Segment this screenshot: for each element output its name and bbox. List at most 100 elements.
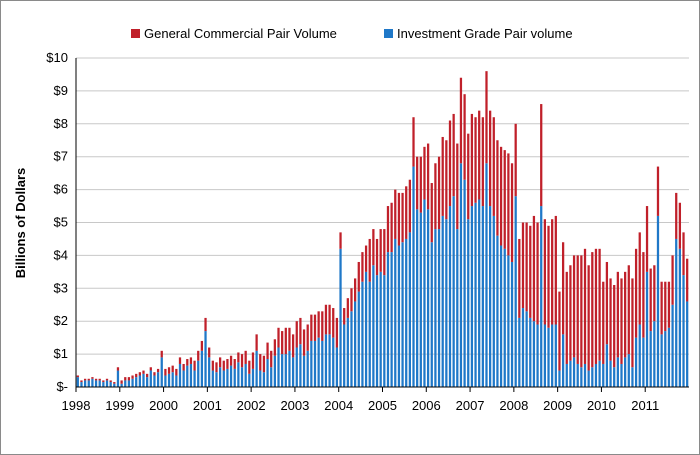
bar-general-commercial	[551, 219, 554, 325]
bar-investment-grade	[529, 317, 532, 387]
bar-investment-grade	[412, 166, 415, 387]
bar-investment-grade	[540, 206, 543, 387]
bar-investment-grade	[602, 363, 605, 387]
bar-general-commercial	[540, 104, 543, 207]
bar-series	[76, 71, 689, 387]
bar-general-commercial	[386, 206, 390, 253]
legend-swatch-general-commercial	[131, 29, 140, 38]
bar-general-commercial	[423, 146, 426, 200]
bar-investment-grade	[332, 337, 335, 387]
bar-general-commercial	[299, 317, 302, 345]
bar-investment-grade	[102, 382, 105, 387]
bar-general-commercial	[270, 350, 273, 368]
bar-investment-grade	[229, 365, 233, 387]
bar-investment-grade	[521, 308, 525, 387]
bar-general-commercial	[649, 268, 652, 332]
y-tick-label: $1	[54, 346, 68, 361]
bar-general-commercial	[576, 255, 579, 364]
bar-investment-grade	[171, 372, 174, 387]
bar-investment-grade	[178, 363, 182, 387]
bar-general-commercial	[609, 278, 612, 361]
bar-investment-grade	[467, 219, 470, 387]
bar-investment-grade	[335, 347, 339, 387]
bar-investment-grade	[379, 271, 382, 387]
y-axis-title: Billions of Dollars	[13, 168, 28, 279]
bar-investment-grade	[164, 375, 167, 387]
bar-general-commercial	[146, 373, 149, 378]
bar-general-commercial	[156, 368, 160, 373]
bar-investment-grade	[324, 334, 328, 387]
bar-general-commercial	[529, 225, 532, 318]
bar-general-commercial	[463, 94, 466, 180]
bar-investment-grade	[368, 281, 371, 387]
bar-general-commercial	[416, 156, 419, 210]
bar-investment-grade	[682, 275, 685, 387]
bar-investment-grade	[211, 370, 214, 387]
bar-investment-grade	[474, 202, 477, 387]
bar-investment-grade	[631, 367, 634, 387]
bar-general-commercial	[426, 143, 430, 210]
bar-investment-grade	[532, 321, 536, 387]
bar-general-commercial	[686, 258, 689, 302]
bar-general-commercial	[642, 252, 645, 338]
bar-general-commercial	[102, 380, 105, 383]
bar-general-commercial	[76, 375, 79, 378]
bar-investment-grade	[551, 324, 554, 387]
bar-general-commercial	[277, 327, 280, 348]
bar-investment-grade	[492, 215, 495, 387]
bar-investment-grade	[87, 380, 90, 387]
bar-general-commercial	[470, 113, 474, 207]
bar-investment-grade	[284, 354, 287, 387]
bar-investment-grade	[98, 380, 101, 387]
bar-general-commercial	[598, 248, 601, 361]
x-tick-label: 2001	[193, 398, 222, 413]
bar-investment-grade	[208, 357, 211, 387]
bar-investment-grade	[215, 372, 218, 387]
bar-general-commercial	[507, 153, 510, 256]
bar-investment-grade	[642, 337, 645, 387]
bar-investment-grade	[634, 337, 638, 387]
bar-investment-grade	[547, 327, 550, 387]
bar-investment-grade	[448, 206, 452, 387]
bar-investment-grade	[354, 301, 357, 387]
bar-general-commercial	[251, 352, 255, 369]
bar-investment-grade	[127, 380, 131, 387]
bar-investment-grade	[558, 370, 561, 387]
bar-general-commercial	[197, 350, 200, 361]
bar-general-commercial	[503, 150, 506, 249]
bar-general-commercial	[284, 327, 287, 355]
bar-investment-grade	[149, 370, 152, 387]
bar-investment-grade	[153, 375, 156, 387]
bar-investment-grade	[616, 357, 619, 387]
bar-general-commercial	[536, 222, 539, 325]
bar-general-commercial	[160, 350, 163, 358]
bar-general-commercial	[317, 311, 320, 338]
bar-general-commercial	[83, 378, 87, 381]
bar-general-commercial	[361, 252, 364, 282]
bar-general-commercial	[324, 304, 328, 335]
bar-general-commercial	[295, 321, 298, 348]
bar-general-commercial	[124, 377, 127, 381]
bar-investment-grade	[357, 291, 360, 387]
bar-general-commercial	[430, 183, 433, 243]
bar-general-commercial	[678, 202, 682, 249]
bar-investment-grade	[445, 219, 448, 387]
bar-general-commercial	[233, 359, 236, 369]
bar-general-commercial	[135, 373, 138, 378]
bar-general-commercial	[153, 372, 156, 376]
bar-investment-grade	[649, 331, 652, 387]
x-tick-label: 2010	[587, 398, 616, 413]
bar-general-commercial	[645, 206, 649, 272]
bar-investment-grade	[489, 206, 492, 387]
bar-investment-grade	[328, 334, 331, 387]
bar-general-commercial	[204, 317, 207, 332]
bar-general-commercial	[481, 117, 484, 207]
bar-investment-grade	[507, 255, 510, 387]
bar-investment-grade	[200, 350, 204, 387]
bar-investment-grade	[237, 362, 240, 387]
bar-investment-grade	[226, 368, 229, 387]
bar-general-commercial	[521, 222, 525, 309]
bar-investment-grade	[485, 163, 488, 387]
